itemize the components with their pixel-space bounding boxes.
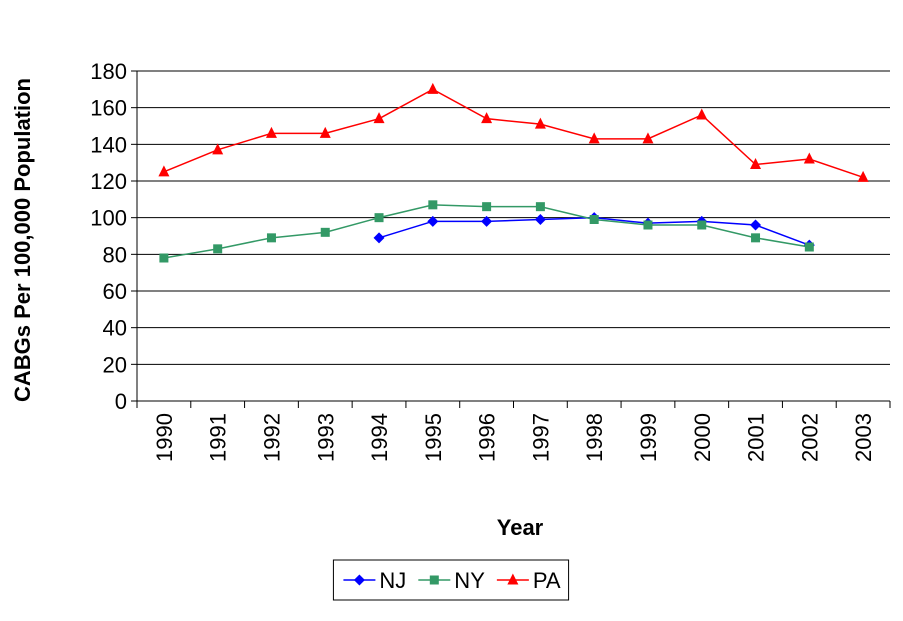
marker [857,170,869,182]
legend-label: NY [454,568,485,593]
marker [535,202,545,212]
x-tick-label: 1995 [421,413,446,462]
x-tick-label: 1991 [206,413,231,462]
x-tick-label: 1998 [582,413,607,462]
marker [804,242,814,252]
x-tick-label: 1997 [528,413,553,462]
series-line [163,204,810,259]
marker [428,200,438,210]
x-axis-title: Year [497,515,544,540]
marker [697,220,707,230]
marker [373,112,385,124]
x-tick-label: 1992 [259,413,284,462]
marker [159,253,169,263]
marker [266,233,276,243]
y-tick-label: 60 [103,279,127,304]
marker [319,126,331,138]
marker [265,126,277,138]
x-tick-label: 2002 [797,413,822,462]
marker [642,132,654,144]
marker [158,165,170,177]
marker [427,215,439,227]
legend-label: PA [533,568,561,593]
x-tick-label: 1994 [367,413,392,462]
marker [429,575,439,585]
marker [750,219,762,231]
x-tick-label: 1996 [475,413,500,462]
marker [589,215,599,224]
marker [643,220,653,230]
y-tick-label: 100 [90,206,127,231]
y-tick-label: 80 [103,242,127,267]
y-tick-label: 40 [103,316,127,341]
marker [751,233,761,243]
y-tick-label: 120 [90,169,127,194]
x-tick-label: 2001 [744,413,769,462]
marker [373,232,385,244]
legend-label: NJ [379,568,406,593]
marker [507,573,519,585]
y-axis-title: CABGs Per 100,000 Population [10,78,35,402]
x-tick-label: 1993 [313,413,338,462]
y-tick-label: 0 [115,389,127,414]
marker [696,108,708,120]
x-tick-label: 2000 [690,413,715,462]
marker [481,112,493,124]
marker [588,132,600,144]
marker [374,213,384,223]
marker [213,244,223,254]
y-tick-label: 20 [103,352,127,377]
y-tick-label: 140 [90,132,127,157]
marker [803,152,815,164]
x-tick-label: 1999 [636,413,661,462]
marker [534,117,546,129]
marker [427,82,439,94]
y-tick-label: 160 [90,96,127,121]
marker [481,215,493,227]
marker [212,143,224,155]
marker [353,574,365,586]
y-tick-label: 180 [90,59,127,84]
marker [482,202,492,212]
x-tick-label: 2003 [851,413,876,462]
series-line [163,88,864,179]
marker [750,158,762,169]
legend: NJ NY PA [332,559,570,601]
marker [534,214,546,225]
marker [320,227,330,237]
x-tick-label: 1990 [152,413,177,462]
